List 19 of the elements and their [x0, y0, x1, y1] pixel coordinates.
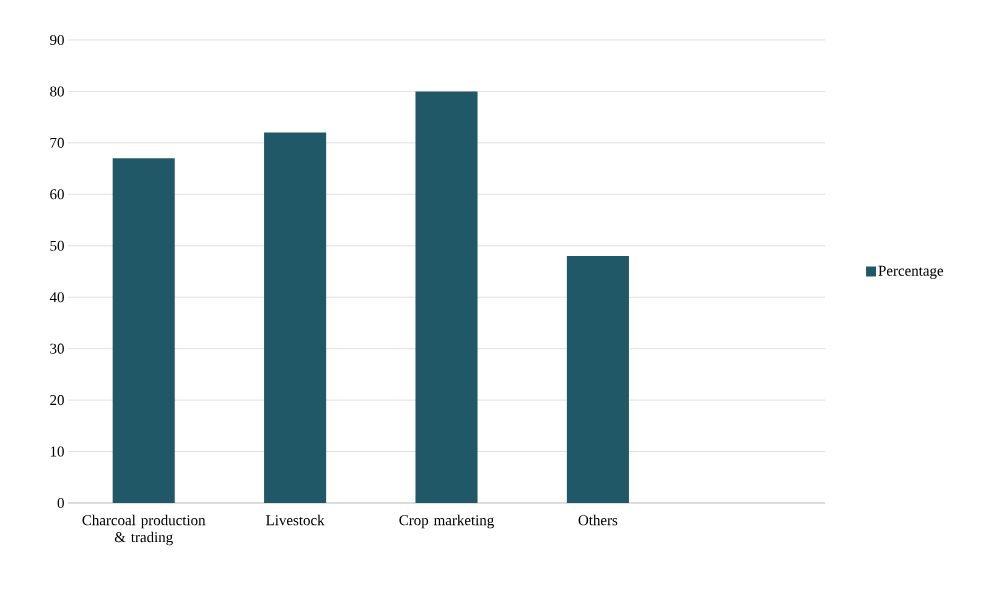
y-tick-label: 20	[50, 395, 64, 406]
y-tick-label: 10	[50, 446, 64, 457]
y-tick-label: 70	[50, 137, 64, 148]
y-tick-label: 0	[57, 497, 64, 509]
legend-label: Percentage	[878, 265, 944, 279]
y-tick-label: 30	[50, 343, 64, 354]
x-tick-label: Livestock	[266, 514, 325, 526]
y-tick-label: 40	[49, 292, 64, 303]
bar	[415, 91, 478, 503]
bar	[112, 158, 175, 503]
x-tick-label: Crop marketing	[399, 514, 494, 529]
bar	[566, 256, 629, 503]
x-tick-label: Others	[578, 514, 618, 526]
y-tick-label: 60	[50, 189, 64, 200]
x-tick-label: Charcoal production & trading	[82, 514, 206, 546]
y-tick-label: 80	[50, 86, 64, 97]
y-tick-label: 50	[50, 240, 64, 251]
bar	[264, 132, 327, 503]
y-tick-label: 90	[50, 34, 64, 46]
